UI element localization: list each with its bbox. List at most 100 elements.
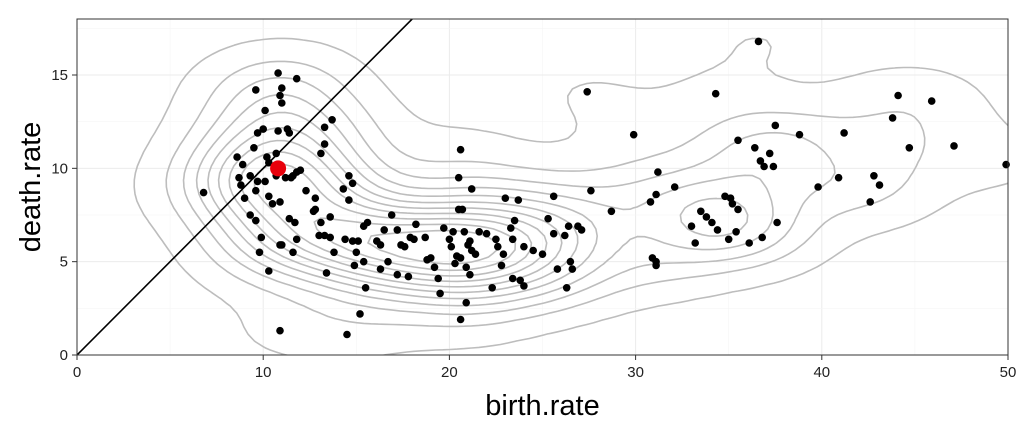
data-point (652, 190, 660, 199)
data-point (315, 231, 323, 240)
data-point (320, 123, 329, 132)
data-point (354, 237, 363, 245)
data-point (246, 172, 254, 180)
data-point (629, 130, 638, 139)
data-point (330, 248, 338, 257)
data-point (646, 198, 655, 206)
data-point (427, 254, 435, 262)
data-point (237, 181, 245, 189)
data-point (529, 246, 537, 255)
data-point (356, 310, 364, 318)
y-axis-title: death.rate (15, 122, 47, 253)
data-point (888, 114, 897, 122)
data-point (894, 91, 902, 100)
x-axis-ticks: 0 10 20 30 40 50 (73, 355, 1016, 381)
data-point (566, 257, 575, 266)
data-point (276, 198, 284, 206)
data-point (281, 173, 290, 182)
data-point (343, 330, 351, 339)
data-point (497, 261, 506, 270)
data-point (292, 235, 301, 244)
data-point (278, 84, 286, 92)
reference-line (77, 19, 413, 355)
data-point (393, 270, 402, 279)
data-point (250, 144, 258, 152)
data-point (568, 265, 577, 273)
data-point (549, 229, 558, 238)
data-point (488, 284, 497, 292)
data-point (670, 183, 679, 191)
x-tick-label: 40 (813, 364, 830, 381)
data-points (199, 37, 1010, 339)
data-point (462, 298, 471, 307)
data-point (440, 224, 448, 232)
data-point (562, 284, 571, 292)
data-point (253, 177, 262, 186)
data-point (233, 153, 241, 161)
data-point (238, 160, 247, 169)
data-point (345, 172, 353, 180)
data-point (261, 177, 269, 186)
data-point (276, 91, 284, 100)
data-point (544, 214, 552, 223)
data-point (583, 88, 591, 96)
data-point (285, 214, 294, 223)
data-point (561, 231, 569, 240)
data-point (708, 218, 716, 227)
data-point (436, 289, 444, 298)
y-tick-label: 10 (51, 160, 68, 177)
data-point (760, 162, 768, 171)
data-point (278, 99, 286, 107)
data-point (549, 192, 558, 201)
data-point (255, 248, 264, 257)
data-point (456, 145, 465, 154)
data-point (328, 116, 336, 124)
data-point (261, 106, 269, 115)
data-point (769, 162, 778, 171)
data-point (870, 172, 878, 180)
data-point (339, 185, 348, 193)
data-point (376, 265, 385, 273)
data-point (265, 158, 273, 167)
data-point (501, 194, 510, 202)
data-point (711, 89, 720, 98)
data-point (348, 237, 357, 245)
data-point (499, 250, 508, 258)
data-point (654, 168, 662, 176)
data-point (449, 228, 457, 236)
data-point (564, 222, 573, 230)
data-point (278, 241, 286, 249)
data-point (905, 144, 914, 152)
highlight-point (270, 160, 287, 177)
data-point (462, 263, 471, 272)
data-point (393, 226, 402, 234)
data-point (363, 218, 372, 227)
data-point (292, 74, 301, 83)
data-point (380, 226, 389, 234)
data-point (482, 229, 491, 238)
data-point (384, 257, 392, 266)
data-point (350, 261, 359, 270)
data-point (834, 173, 843, 182)
data-point (252, 216, 260, 225)
data-point (296, 166, 305, 174)
data-point (326, 233, 335, 242)
data-point (276, 326, 284, 335)
data-point (758, 233, 766, 242)
data-point (240, 194, 249, 202)
data-point (607, 207, 616, 216)
data-point (400, 242, 409, 251)
data-point (359, 257, 368, 266)
data-point (687, 222, 696, 230)
data-point (466, 270, 474, 279)
data-point (520, 282, 528, 290)
data-point (875, 181, 884, 189)
data-point (322, 269, 331, 277)
data-point (471, 250, 480, 258)
data-point (434, 274, 443, 283)
contour-line (165, 60, 926, 328)
data-point (814, 183, 822, 191)
data-point (732, 228, 740, 236)
data-point (510, 216, 519, 225)
